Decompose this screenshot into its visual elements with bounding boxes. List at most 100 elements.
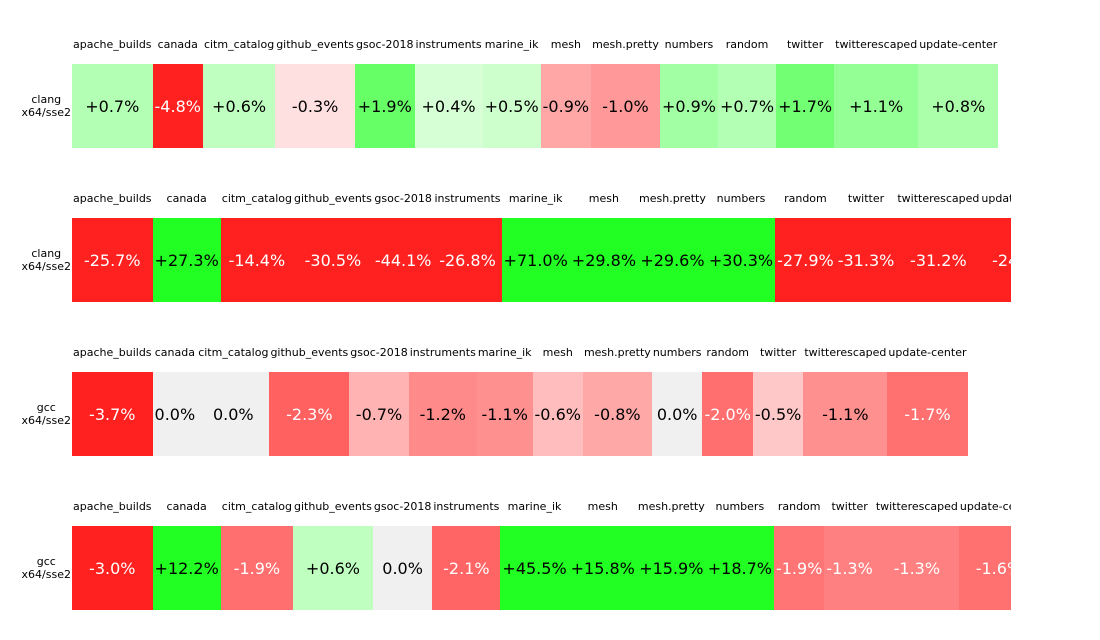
column-label: update-center (888, 345, 967, 359)
column: twitterescaped -1.3% (874, 486, 959, 614)
column-label: update-center (981, 191, 1011, 205)
column: twitter -0.5% (752, 332, 804, 460)
column-label: instruments (433, 499, 500, 513)
column-label: marine_ik (507, 499, 562, 513)
cell-label: +18.7% (707, 558, 772, 578)
row-label: clang x64/sse2 (21, 93, 71, 119)
column: gsoc-2018 -44.1% (372, 178, 434, 306)
column: marine_ik -1.1% (476, 332, 533, 460)
heatmap-cell: +0.6% (293, 526, 373, 610)
heatmap-cell: +15.8% (568, 526, 637, 610)
column-label: marine_ik (508, 191, 563, 205)
column: mesh -0.6% (532, 332, 583, 460)
heatmap-cell: +71.0% (501, 218, 570, 302)
heatmap-cell: -1.3% (824, 526, 875, 610)
cell-label: +0.7% (85, 96, 140, 116)
column-label: twitter (759, 345, 797, 359)
heatmap-row: apache_builds +0.7% canada -4.8% citm_catalo… (72, 24, 1011, 152)
cell-label: -0.7% (355, 404, 403, 424)
heatmap-row: apache_builds -3.7% canada 0.0% citm_catalog… (72, 332, 1011, 460)
cell-label: +0.4% (421, 96, 476, 116)
column-label: mesh (542, 345, 573, 359)
column: update-center -1.7% (887, 332, 968, 460)
column-label: citm_catalog (203, 37, 275, 51)
cell-label: -25.7% (83, 250, 141, 270)
cell-label: +0.8% (931, 96, 986, 116)
cell-label: -0.8% (594, 404, 641, 424)
heatmap-cell: +0.7% (72, 64, 153, 148)
column-label: apache_builds (73, 345, 152, 359)
heatmap-cell: -0.8% (582, 372, 652, 456)
cell-label: -1.6% (975, 558, 1011, 578)
cell-label: -31.3% (837, 250, 895, 270)
cell-label: -1.1% (481, 404, 528, 424)
column: github_events -0.3% (275, 24, 356, 152)
cell-label: +29.8% (571, 250, 637, 270)
column: instruments -26.8% (433, 178, 502, 306)
column-label: numbers (716, 191, 766, 205)
column-label: citm_catalog (221, 191, 293, 205)
column-label: random (784, 191, 827, 205)
heatmap-cell: -31.3% (835, 218, 897, 302)
column-label: mesh.pretty (592, 37, 659, 51)
heatmap-cell: -2.0% (702, 372, 753, 456)
column: twitterescaped -31.2% (896, 178, 981, 306)
column: mesh.pretty -0.8% (582, 332, 652, 460)
column-label: canada (154, 345, 195, 359)
column-label: numbers (715, 499, 765, 513)
heatmap-cell: +27.3% (152, 218, 221, 302)
column-label: citm_catalog (198, 345, 269, 359)
heatmap-cell: +1.7% (776, 64, 835, 148)
cell-label: -1.9% (775, 558, 823, 578)
heatmap-cell: +29.6% (638, 218, 707, 302)
cell-label: -44.1% (374, 250, 432, 270)
column-label: instruments (415, 37, 482, 51)
cell-label: -14.4% (228, 250, 286, 270)
column-label: twitter (831, 499, 868, 513)
column: canada 0.0% (152, 332, 198, 460)
column-label: apache_builds (73, 37, 152, 51)
column-label: twitterescaped (804, 345, 887, 359)
row-label: gcc x64/sse2 (21, 555, 71, 581)
heatmap-cell: -1.9% (220, 526, 294, 610)
heatmap-cell: +0.5% (482, 64, 541, 148)
heatmap-cell: +0.8% (918, 64, 999, 148)
cell-label: +0.6% (305, 558, 360, 578)
column: gsoc-2018 0.0% (372, 486, 433, 614)
heatmap-cell: -3.0% (72, 526, 153, 610)
heatmap-cell: -1.3% (874, 526, 959, 610)
column-label: instruments (409, 345, 476, 359)
cell-label: +1.9% (357, 96, 412, 116)
column: citm_catalog -14.4% (220, 178, 294, 306)
column: citm_catalog 0.0% (197, 332, 270, 460)
column: marine_ik +71.0% (501, 178, 570, 306)
column-label: github_events (270, 345, 349, 359)
heatmap-row: apache_builds -25.7% canada +27.3% citm_cata… (72, 178, 1011, 306)
column-label: twitterescaped (897, 191, 980, 205)
cell-label: +15.9% (639, 558, 704, 578)
heatmap-panel: gcc x64/sse2 apache_builds -3.7% canada 0.0%… (0, 332, 1011, 460)
column: marine_ik +45.5% (500, 486, 569, 614)
cell-label: -0.6% (534, 404, 581, 424)
column-label: citm_catalog (221, 499, 293, 513)
heatmap-cell: 0.0% (197, 372, 270, 456)
cell-label: -0.9% (542, 96, 590, 116)
heatmap-cell: -2.3% (269, 372, 350, 456)
column: twitter -31.3% (835, 178, 897, 306)
heatmap-cell: +1.1% (834, 64, 919, 148)
heatmap-cell: 0.0% (651, 372, 703, 456)
column: numbers +30.3% (706, 178, 776, 306)
cell-label: -31.2% (910, 250, 967, 270)
column-label: gsoc-2018 (350, 345, 408, 359)
column-label: mesh (587, 499, 618, 513)
heatmap-cell: -0.5% (752, 372, 804, 456)
cell-label: +30.3% (708, 250, 774, 270)
heatmap-row: apache_builds -3.0% canada +12.2% citm_catal… (72, 486, 1011, 614)
column: citm_catalog +0.6% (202, 24, 276, 152)
heatmap-cell: -27.9% (775, 218, 836, 302)
column-label: twitterescaped (875, 499, 958, 513)
column-label: mesh.pretty (639, 191, 706, 205)
column-label: marine_ik (484, 37, 539, 51)
cell-label: -24.8% (992, 250, 1011, 270)
